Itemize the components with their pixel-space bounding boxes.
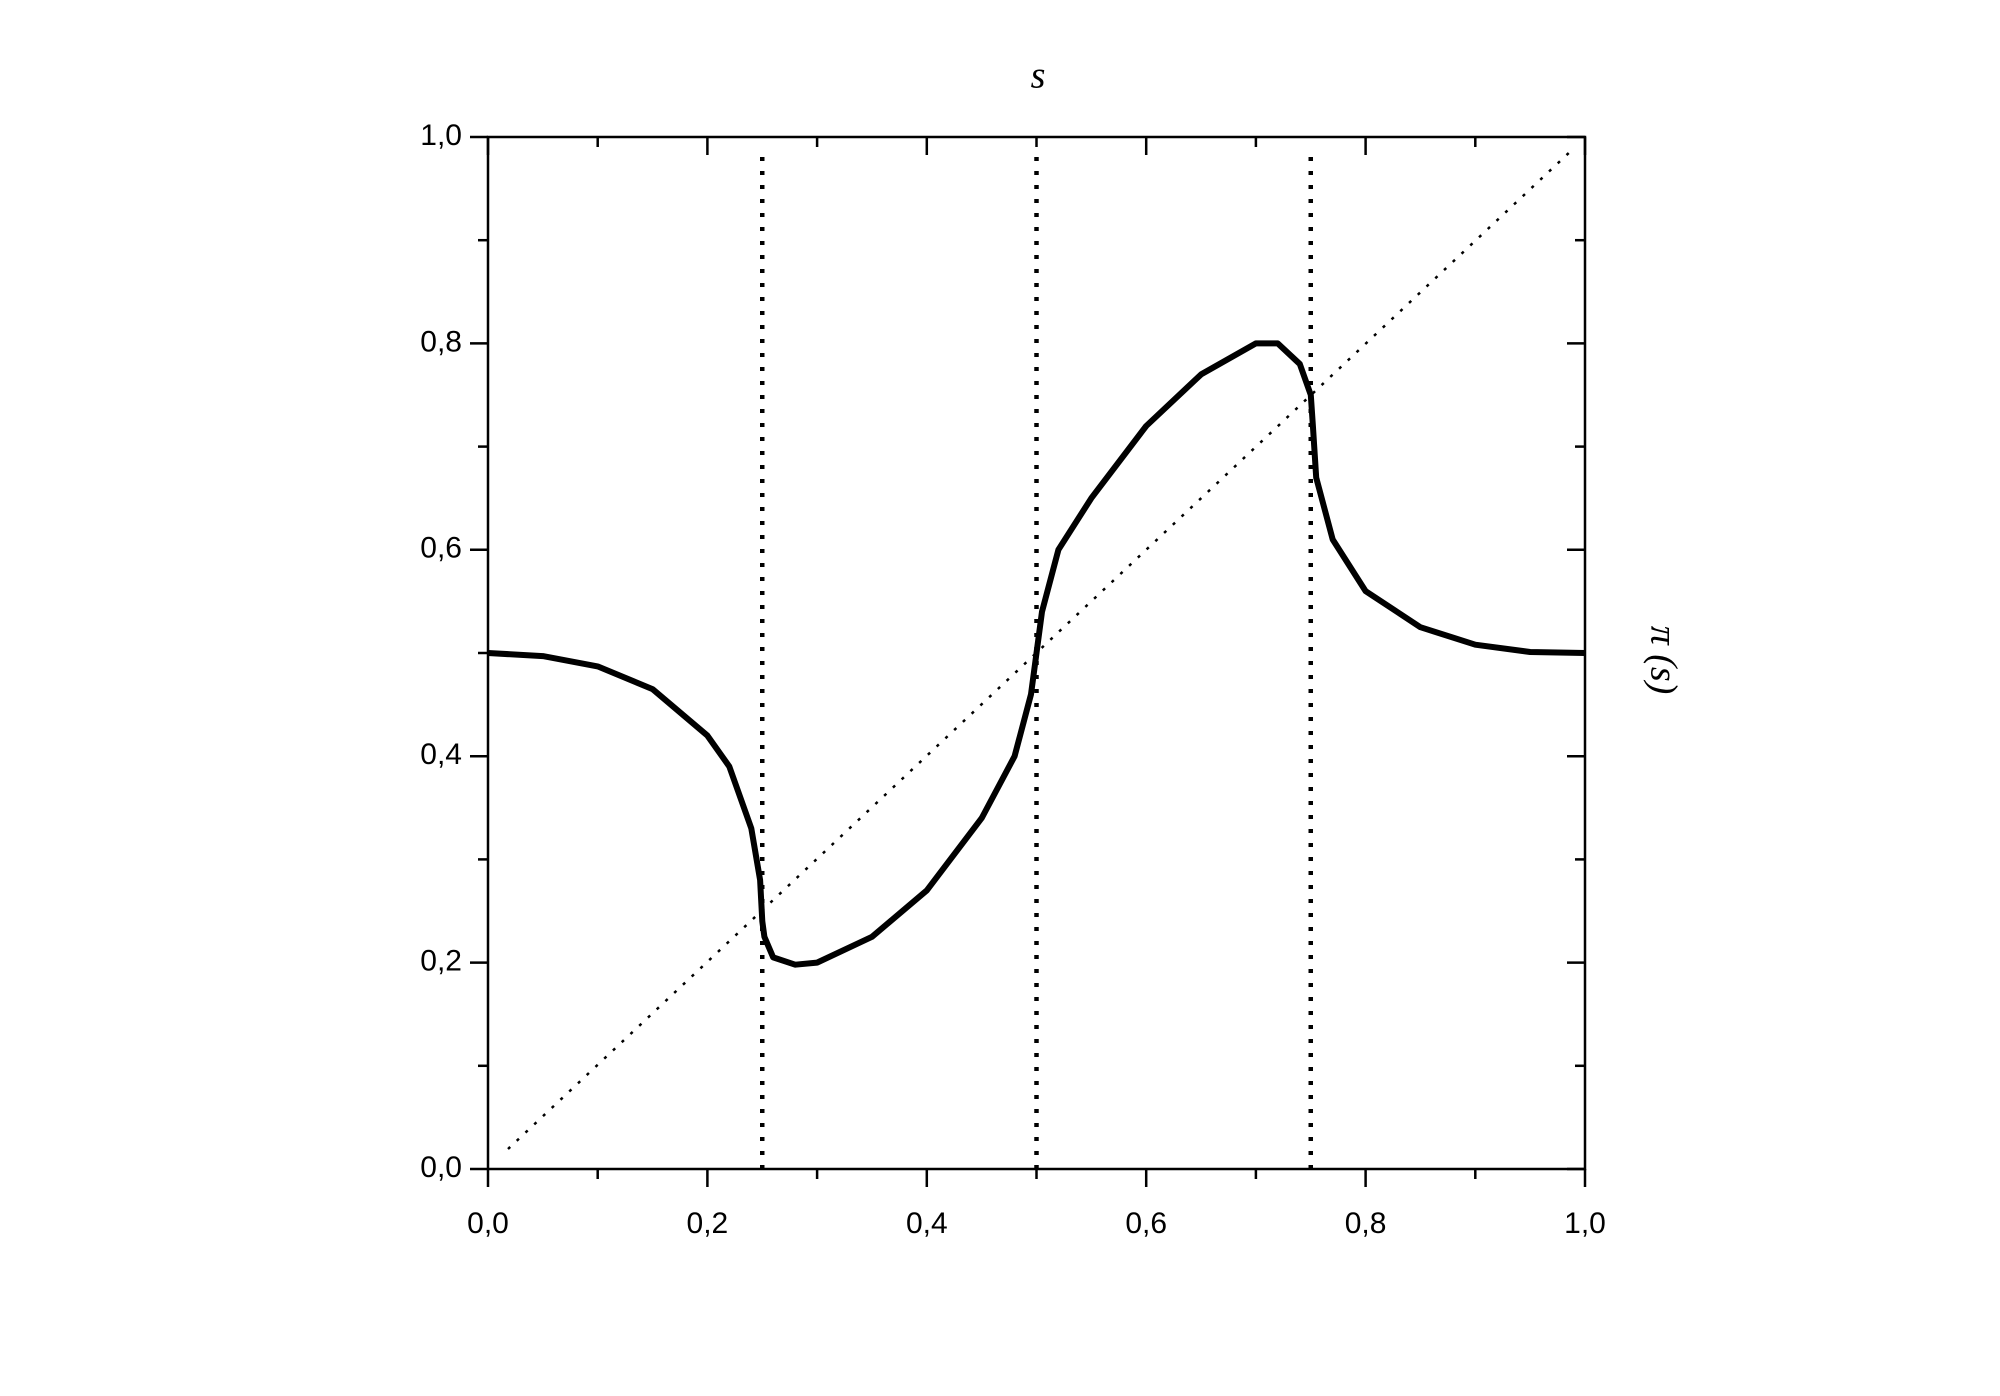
x-tick-label: 1,0 bbox=[1564, 1207, 1606, 1240]
x-tick-label: 0,8 bbox=[1345, 1207, 1387, 1240]
x-tick-label: 0,0 bbox=[467, 1207, 509, 1240]
line-series bbox=[487, 340, 1586, 968]
y-tick-label: 0,4 bbox=[420, 738, 462, 771]
chart-title: s bbox=[1031, 55, 1046, 97]
diagonal-reference bbox=[507, 148, 1574, 1150]
y-axis-label: π (s) bbox=[1642, 626, 1684, 695]
y-tick-label: 0,6 bbox=[420, 532, 462, 565]
x-tick-label: 0,2 bbox=[687, 1207, 729, 1240]
y-tick-label: 1,0 bbox=[420, 119, 462, 152]
y-tick-label: 0,2 bbox=[420, 945, 462, 978]
y-tick-label: 0,0 bbox=[420, 1151, 462, 1184]
x-tick-label: 0,4 bbox=[906, 1207, 948, 1240]
y-tick-label: 0,8 bbox=[420, 325, 462, 358]
x-tick-label: 0,6 bbox=[1125, 1207, 1167, 1240]
